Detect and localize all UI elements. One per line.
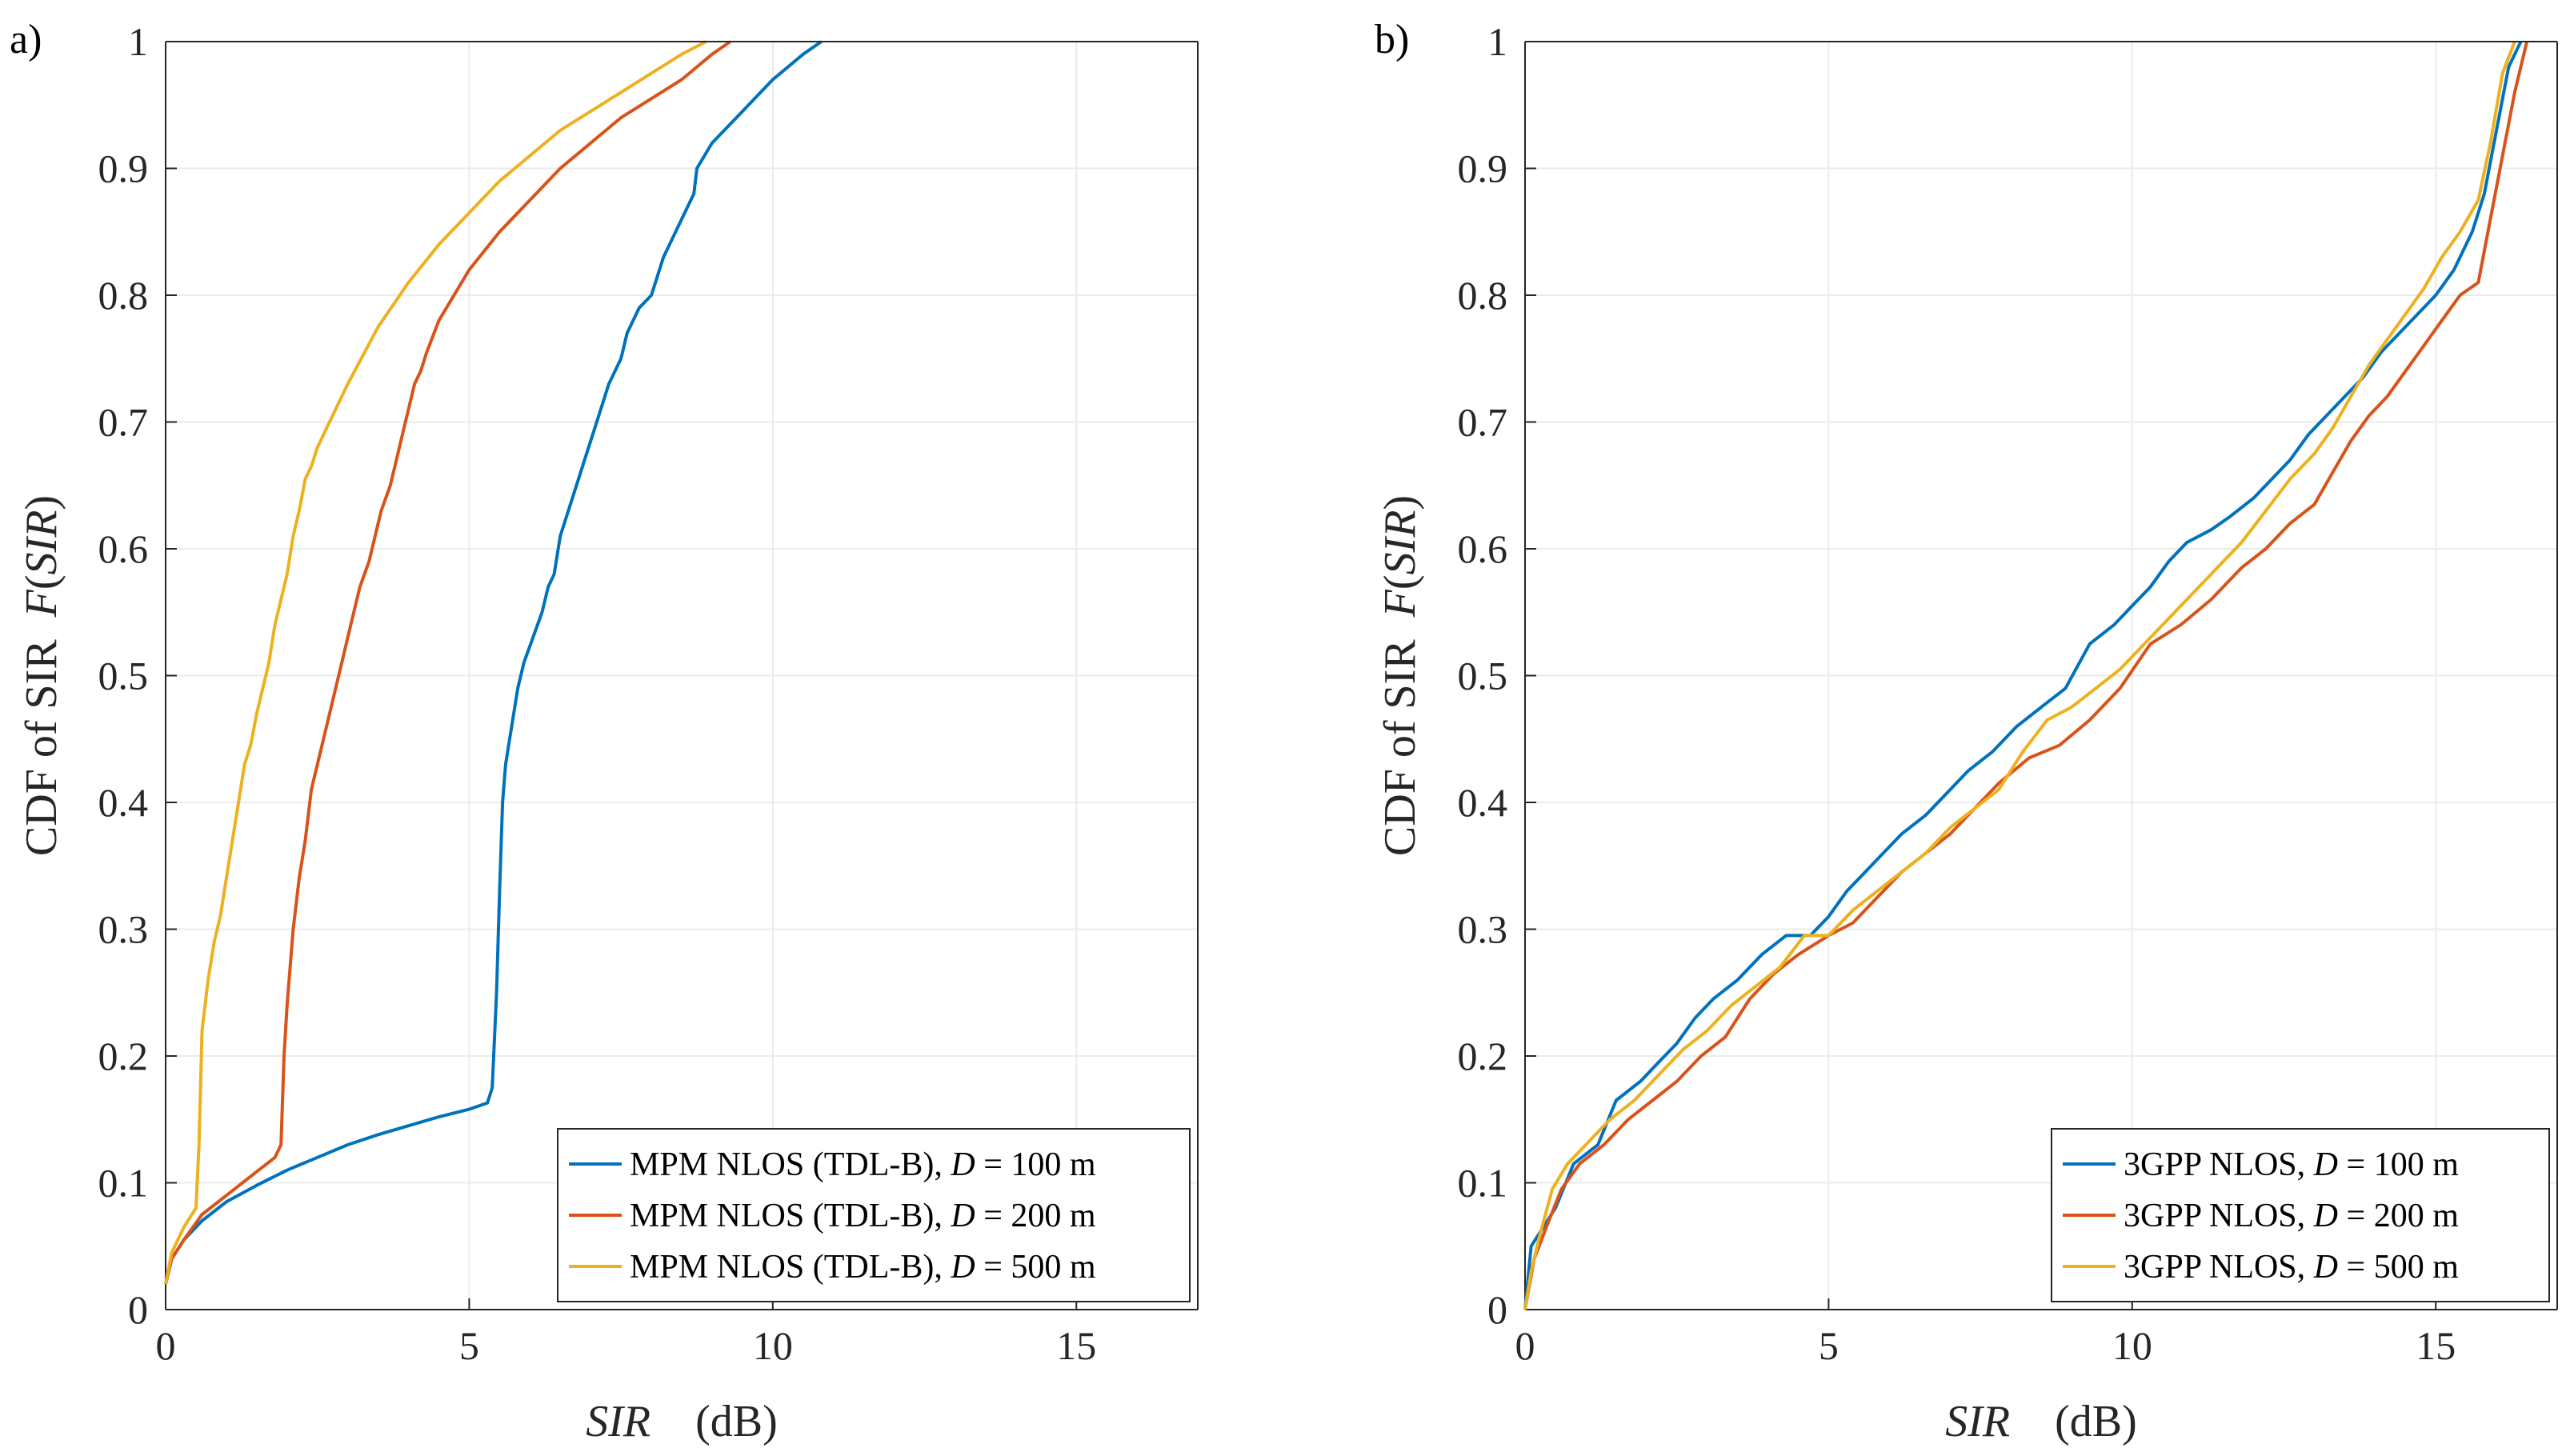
- series-line: [1523, 41, 2516, 1310]
- panel-label: b): [1375, 17, 1409, 62]
- y-tick-label: 0: [128, 1287, 148, 1332]
- x-tick-label: 5: [459, 1323, 479, 1368]
- y-axis-label-text: CDF of SIR: [1375, 617, 1425, 856]
- y-tick-label: 0: [1487, 1287, 1507, 1332]
- y-tick-label: 0.9: [98, 146, 149, 191]
- legend-entry-suffix: = 500 m: [2338, 1249, 2459, 1286]
- x-axis-label: SIR (dB): [1945, 1397, 2137, 1446]
- y-axis-label: CDF of SIR F(SIR): [17, 495, 66, 856]
- legend-entry-prefix: 3GPP NLOS,: [2124, 1198, 2314, 1234]
- legend-entry: 3GPP NLOS, D = 500 m: [2124, 1249, 2459, 1286]
- y-axis-label-paren: ): [17, 495, 66, 510]
- y-tick-label: 0.7: [98, 400, 149, 445]
- legend-entry-prefix: MPM NLOS (TDL-B),: [630, 1198, 951, 1234]
- y-axis-label-func: F: [1375, 589, 1425, 618]
- legend-entry-prefix: 3GPP NLOS,: [2124, 1146, 2314, 1183]
- series-line: [1523, 41, 2529, 1310]
- y-tick-label: 0.1: [98, 1161, 149, 1206]
- legend-entry-suffix: = 100 m: [975, 1146, 1096, 1183]
- y-axis-label-arg: SIR: [1375, 510, 1425, 575]
- legend-box: [2051, 1128, 2550, 1302]
- legend-entry: MPM NLOS (TDL-B), D = 200 m: [630, 1198, 1096, 1234]
- y-axis-label: CDF of SIR F(SIR): [1375, 495, 1425, 856]
- x-axis-label-var: SIR: [586, 1397, 651, 1446]
- y-tick-label: 0.7: [1458, 400, 1508, 445]
- y-tick-label: 0.4: [98, 780, 149, 825]
- x-tick-label: 15: [1056, 1323, 1096, 1368]
- legend-entry: MPM NLOS (TDL-B), D = 100 m: [630, 1146, 1096, 1183]
- legend-entry: 3GPP NLOS, D = 100 m: [2124, 1146, 2459, 1183]
- series-line: [164, 40, 731, 1285]
- x-axis-label-unit: (dB): [2010, 1397, 2137, 1446]
- legend-entry-suffix: = 200 m: [2338, 1198, 2459, 1234]
- legend-entry-var: D: [2313, 1146, 2338, 1183]
- panel-label: a): [10, 17, 42, 62]
- y-tick-label: 0.2: [98, 1034, 149, 1078]
- panel-a: a) 0 5 10 15 0 0.1 0.2 0.3 0.4 0.5 0.6 0.7 0.8 0.9 1 SI…: [10, 17, 1199, 1446]
- legend-entry-suffix: = 500 m: [975, 1249, 1096, 1286]
- y-tick-label: 0.3: [98, 907, 149, 952]
- legend-entry-var: D: [950, 1198, 975, 1234]
- legend-entry-prefix: MPM NLOS (TDL-B),: [630, 1249, 951, 1286]
- y-tick-label: 0.1: [1458, 1161, 1508, 1206]
- y-axis-label-paren: ): [1375, 495, 1425, 510]
- x-axis-label: SIR (dB): [586, 1397, 778, 1446]
- legend-entry-suffix: = 100 m: [2338, 1146, 2459, 1183]
- y-tick-label: 0.9: [1458, 146, 1508, 191]
- legend-entry-var: D: [950, 1146, 975, 1183]
- x-axis-label-unit: (dB): [651, 1397, 778, 1446]
- x-tick-label: 0: [1515, 1323, 1535, 1368]
- y-tick-label: 0.6: [1458, 526, 1508, 571]
- y-tick-label: 0.5: [1458, 654, 1508, 698]
- y-tick-label: 1: [1487, 19, 1507, 64]
- x-axis-label-var: SIR: [1945, 1397, 2010, 1446]
- legend-entry-var: D: [2313, 1198, 2338, 1234]
- legend-entry-var: D: [950, 1249, 975, 1286]
- legend-entry-var: D: [2313, 1249, 2338, 1286]
- series-line: [164, 40, 823, 1285]
- y-tick-label: 1: [128, 19, 148, 64]
- y-tick-label: 0.2: [1458, 1034, 1508, 1078]
- series-line: [1523, 41, 2523, 1310]
- y-axis-label-paren: (: [17, 574, 66, 590]
- x-tick-label: 0: [156, 1323, 176, 1368]
- x-tick-label: 10: [2112, 1323, 2152, 1368]
- y-axis-label-text: CDF of SIR: [17, 617, 66, 856]
- legend-box: [557, 1128, 1191, 1302]
- y-tick-label: 0.8: [1458, 273, 1508, 318]
- series-line: [164, 40, 707, 1285]
- y-tick-label: 0.8: [98, 273, 149, 318]
- legend-entry: 3GPP NLOS, D = 200 m: [2124, 1198, 2459, 1234]
- y-tick-label: 0.5: [98, 654, 149, 698]
- x-tick-label: 5: [1819, 1323, 1839, 1368]
- y-tick-label: 0.6: [98, 526, 149, 571]
- y-tick-label: 0.3: [1458, 907, 1508, 952]
- y-tick-label: 0.4: [1458, 780, 1508, 825]
- y-axis-label-arg: SIR: [17, 510, 66, 575]
- y-axis-label-paren: (: [1375, 574, 1425, 590]
- legend-entry-suffix: = 200 m: [975, 1198, 1096, 1234]
- legend-entry-prefix: MPM NLOS (TDL-B),: [630, 1146, 951, 1183]
- legend-entry: MPM NLOS (TDL-B), D = 500 m: [630, 1249, 1096, 1286]
- x-tick-label: 15: [2416, 1323, 2456, 1368]
- y-axis-label-func: F: [17, 589, 66, 618]
- legend-entry-prefix: 3GPP NLOS,: [2124, 1249, 2314, 1286]
- panel-b: b) 0 5 10 15 0 0.1 0.2 0.3 0.4 0.5 0.6 0.7 0.8 0.9 1 SI…: [1375, 17, 2558, 1446]
- x-tick-label: 10: [753, 1323, 793, 1368]
